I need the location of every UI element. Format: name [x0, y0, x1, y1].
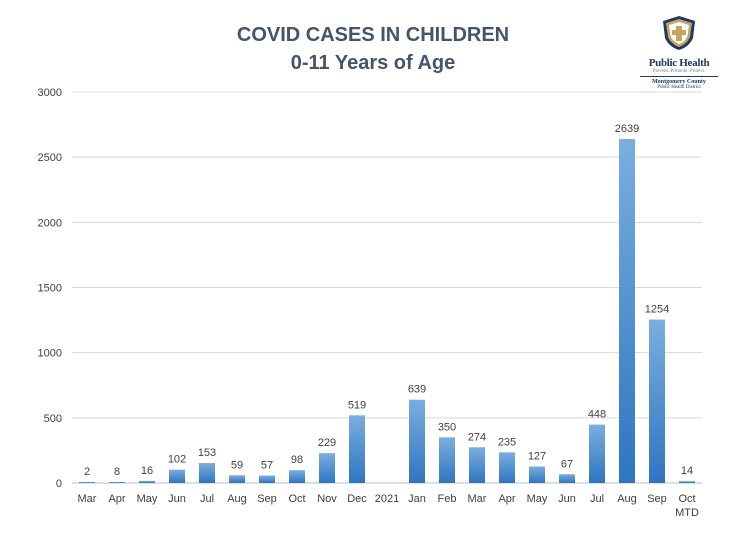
data-label: 2 — [84, 466, 90, 478]
bar — [649, 319, 665, 483]
bar — [109, 481, 125, 483]
x-tick-label: Apr — [108, 493, 125, 505]
bar — [679, 481, 695, 483]
bar — [619, 139, 635, 483]
x-tick-label: Feb — [438, 493, 457, 505]
data-label: 2639 — [615, 123, 639, 135]
data-label: 8 — [114, 466, 120, 478]
data-label: 14 — [681, 465, 693, 477]
x-tick-label: Apr — [498, 493, 515, 505]
x-tick-label: Nov — [317, 493, 337, 505]
bar — [469, 447, 485, 483]
data-label: 1254 — [645, 304, 669, 316]
x-tick-label: Jul — [590, 493, 604, 505]
x-tick-label: Jan — [408, 493, 426, 505]
bar — [229, 475, 245, 483]
data-label: 102 — [168, 454, 186, 466]
x-tick-label: Mar — [78, 493, 97, 505]
public-health-logo: Public Health Prevent. Promote. Protect.… — [636, 14, 722, 90]
bar — [349, 415, 365, 483]
x-tick-label: Jun — [168, 493, 186, 505]
bar — [589, 424, 605, 483]
data-label: 153 — [198, 447, 216, 459]
data-label: 639 — [408, 384, 426, 396]
bar — [499, 452, 515, 483]
bar — [289, 470, 305, 483]
bar — [529, 466, 545, 483]
bar — [439, 437, 455, 483]
bar — [79, 482, 95, 483]
y-tick-label: 1000 — [38, 348, 62, 360]
logo-district: Public Health District — [657, 85, 701, 90]
logo-divider — [640, 76, 718, 77]
x-tick-label: Mar — [468, 493, 487, 505]
x-tick-label: Jun — [558, 493, 576, 505]
x-tick-label: Oct — [678, 493, 695, 505]
data-label: 16 — [141, 465, 153, 477]
chart-subtitle: 0-11 Years of Age — [290, 52, 456, 74]
bar — [559, 474, 575, 483]
chart-title: COVID CASES IN CHILDREN — [236, 24, 510, 46]
data-label: 350 — [438, 421, 456, 433]
x-tick-label: Oct — [288, 493, 305, 505]
x-tick-label: Jul — [200, 493, 214, 505]
y-tick-label: 500 — [44, 413, 62, 425]
data-label: 98 — [291, 454, 303, 466]
y-tick-label: 0 — [56, 478, 62, 490]
logo-tagline: Prevent. Promote. Protect. — [652, 69, 706, 74]
bar — [199, 463, 215, 483]
data-label: 59 — [231, 459, 243, 471]
shield-icon — [663, 16, 695, 50]
y-tick-label: 3000 — [38, 87, 62, 99]
y-tick-label: 2000 — [38, 217, 62, 229]
data-label: 448 — [588, 409, 606, 421]
data-label: 127 — [528, 450, 546, 462]
bar — [259, 475, 275, 483]
x-tick-label: Aug — [227, 493, 247, 505]
x-tick-label: 2021 — [375, 493, 399, 505]
bar — [139, 480, 155, 483]
y-tick-label: 2500 — [38, 152, 62, 164]
logo-county: Montgomery County — [652, 79, 706, 85]
x-tick-label: Sep — [647, 493, 667, 505]
logo-name: Public Health — [648, 57, 710, 69]
x-tick-label: Dec — [347, 493, 367, 505]
x-tick-label: May — [137, 493, 158, 505]
y-tick-label: 1500 — [38, 283, 62, 295]
x-tick-label: Sep — [257, 493, 277, 505]
data-label: 229 — [318, 437, 336, 449]
x-tick-label: MTD — [675, 507, 699, 519]
x-tick-label: May — [527, 493, 548, 505]
bar — [319, 453, 335, 483]
x-tick-label: Aug — [617, 493, 637, 505]
data-label: 57 — [261, 460, 273, 472]
data-label: 274 — [468, 431, 486, 443]
data-label: 235 — [498, 436, 516, 448]
data-label: 67 — [561, 458, 573, 470]
bar — [409, 399, 425, 483]
data-label: 519 — [348, 399, 366, 411]
bar — [169, 469, 185, 483]
